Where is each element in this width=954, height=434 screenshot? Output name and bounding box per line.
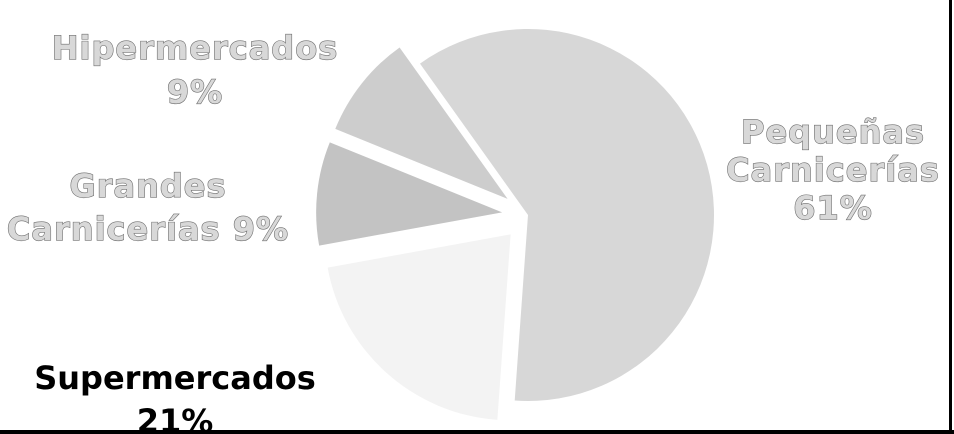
label-supermercados-line: 21% xyxy=(137,402,214,434)
pie-slice-pequenas-carnicerias xyxy=(419,29,714,401)
label-hipermercados-line: Hipermercados xyxy=(52,29,338,67)
label-grandes-carnicerias: Grandes Carnicerías 9% xyxy=(7,167,289,248)
label-hipermercados-line: 9% xyxy=(167,73,223,111)
label-supermercados-line: Supermercados xyxy=(34,359,316,397)
label-pequenas-carnicerias-line: 61% xyxy=(793,189,873,227)
label-pequenas-carnicerias-line: Carnicerías xyxy=(726,151,940,189)
label-pequenas-carnicerias: Pequeñas Carnicerías 61% xyxy=(726,113,940,227)
label-grandes-carnicerias-line: Carnicerías 9% xyxy=(7,210,289,248)
frame-right-border xyxy=(949,0,952,434)
pie-slice-hipermercados xyxy=(335,47,508,199)
frame-bottom-border xyxy=(0,430,954,434)
label-supermercados: Supermercados 21% xyxy=(34,359,316,434)
label-hipermercados: Hipermercados 9% xyxy=(52,29,338,111)
pie-slice-supermercados xyxy=(327,234,511,420)
label-pequenas-carnicerias-line: Pequeñas xyxy=(741,113,925,151)
label-grandes-carnicerias-line: Grandes xyxy=(69,167,226,205)
pie-slice-grandes-carnicerias xyxy=(316,142,503,246)
